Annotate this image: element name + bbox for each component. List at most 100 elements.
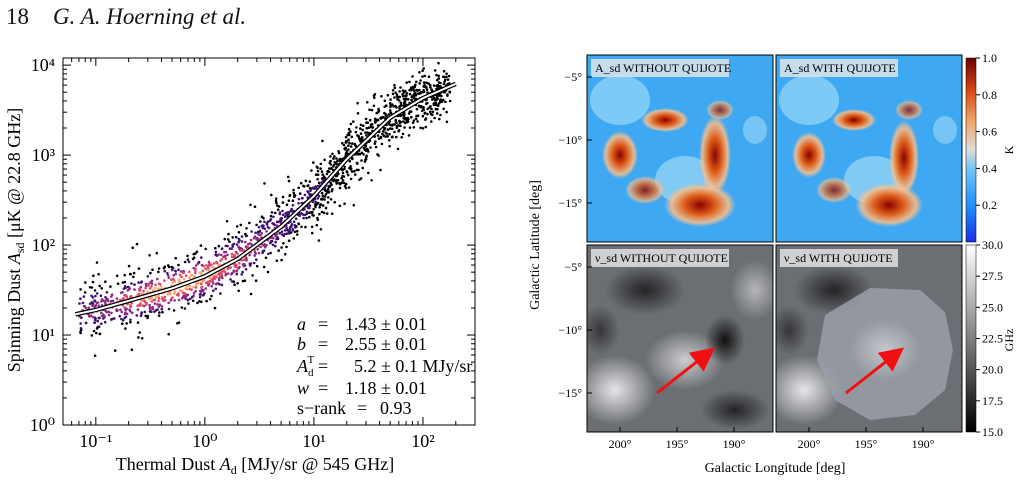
scatter-point xyxy=(163,279,166,282)
scatter-point xyxy=(130,301,133,305)
scatter-point xyxy=(244,234,248,238)
scatter-point xyxy=(198,289,202,293)
scatter-point xyxy=(287,230,291,233)
scatter-point xyxy=(232,242,236,246)
scatter-point xyxy=(359,127,362,130)
page-header: 18 G. A. Hoerning et al. xyxy=(6,4,246,30)
scatter-point xyxy=(316,184,320,188)
scatter-point xyxy=(438,85,441,88)
scatter-point xyxy=(157,294,160,298)
scatter-point xyxy=(321,173,324,176)
scatter-point xyxy=(123,306,126,309)
scatter-point xyxy=(140,299,143,303)
scatter-point xyxy=(328,161,332,165)
scatter-point xyxy=(135,314,139,317)
y-tick-label: 10⁰ xyxy=(30,415,55,435)
scatter-point xyxy=(128,310,132,313)
scatter-point xyxy=(158,311,161,314)
scatter-point xyxy=(399,101,403,105)
scatter-point xyxy=(133,283,136,286)
scatter-point xyxy=(208,280,211,283)
scatter-point xyxy=(346,173,350,177)
scatter-point xyxy=(130,348,134,352)
scatter-point xyxy=(280,233,284,236)
scatter-point xyxy=(371,126,374,129)
scatter-point xyxy=(269,214,273,218)
scatter-point xyxy=(167,307,171,311)
scatter-point xyxy=(343,202,346,205)
scatter-point xyxy=(437,74,441,78)
scatter-point xyxy=(123,285,127,288)
scatter-point xyxy=(421,127,425,130)
scatter-point xyxy=(360,137,364,141)
scatter-point xyxy=(198,300,201,303)
scatter-point xyxy=(434,107,438,111)
scatter-point xyxy=(385,104,388,107)
scatter-point xyxy=(373,96,376,100)
scatter-point xyxy=(191,295,194,299)
scatter-point xyxy=(79,297,82,301)
param-srank-label: s−rank xyxy=(297,398,346,418)
scatter-point xyxy=(368,108,371,111)
scatter-point xyxy=(188,287,192,291)
map-ylabel: Galactic Latitude [deg] xyxy=(528,180,543,310)
scatter-point xyxy=(394,119,398,123)
scatter-point xyxy=(325,172,329,176)
scatter-point xyxy=(191,299,195,303)
scatter-point xyxy=(188,276,191,279)
scatter-frame xyxy=(62,57,476,426)
scatter-point xyxy=(405,92,409,95)
scatter-point xyxy=(274,199,278,203)
scatter-point xyxy=(290,223,294,226)
scatter-point xyxy=(79,288,82,291)
scatter-point xyxy=(163,269,167,273)
scatter-point xyxy=(358,178,361,181)
scatter-point xyxy=(418,71,421,74)
scatter-point xyxy=(330,212,334,215)
scatter-point xyxy=(384,112,387,116)
scatter-point xyxy=(308,215,311,219)
scatter-point xyxy=(238,247,241,251)
scatter-point xyxy=(167,301,170,305)
scatter-point xyxy=(96,326,99,329)
scatter-point xyxy=(361,128,365,132)
scatter-point xyxy=(423,84,426,87)
scatter-point xyxy=(414,91,417,95)
scatter-point xyxy=(177,263,180,267)
scatter-point xyxy=(151,268,154,271)
scatter-point xyxy=(379,135,383,139)
scatter-point xyxy=(125,312,129,316)
scatter-point xyxy=(163,265,167,269)
scatter-point xyxy=(349,130,352,133)
scatter-point xyxy=(423,74,427,78)
scatter-point xyxy=(212,289,215,292)
panel-nusd-without-quijote xyxy=(587,245,773,432)
scatter-point xyxy=(389,105,392,109)
scatter-point xyxy=(318,212,321,216)
arrow-right xyxy=(845,347,905,395)
scatter-point xyxy=(182,277,186,281)
scatter-point xyxy=(316,201,320,205)
scatter-point xyxy=(422,89,425,92)
scatter-point xyxy=(421,69,424,72)
scatter-point xyxy=(314,185,317,188)
scatter-point xyxy=(377,137,381,140)
scatter-point xyxy=(335,181,338,184)
scatter-point xyxy=(370,108,374,112)
scatter-point xyxy=(354,173,357,176)
scatter-point xyxy=(316,173,320,176)
scatter-point xyxy=(305,216,308,220)
scatter-point xyxy=(200,272,203,275)
scatter-point xyxy=(447,74,451,78)
scatter-point xyxy=(181,271,185,275)
scatter-point xyxy=(350,142,354,145)
colorbar-top-tick-label: 0.2 xyxy=(982,198,997,212)
scatter-point xyxy=(276,208,280,211)
scatter-point xyxy=(259,220,262,223)
x-tick-label: 10⁻¹ xyxy=(79,431,112,451)
scatter-point xyxy=(262,249,266,252)
scatter-point xyxy=(443,91,446,94)
scatter-point xyxy=(237,237,241,241)
scatter-point xyxy=(119,308,122,312)
scatter-point xyxy=(163,295,167,299)
